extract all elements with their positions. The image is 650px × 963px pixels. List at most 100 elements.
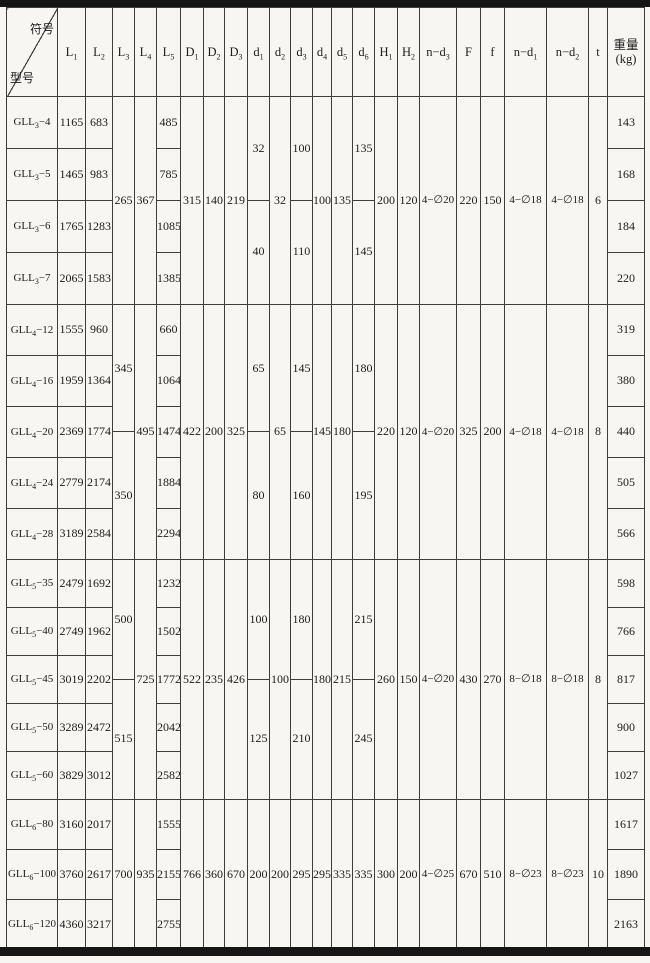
column-header-f: f — [480, 7, 505, 97]
split-divider-line — [113, 678, 134, 680]
split-top-value: 500 — [114, 611, 133, 626]
cell-D3: 426 — [224, 559, 248, 800]
cell-L2: 3012 — [85, 751, 113, 800]
cell-L5: 485 — [156, 96, 181, 149]
cell-L4: 367 — [134, 96, 157, 305]
split-bottom-value: 515 — [114, 731, 133, 746]
cell-L3-split: 345 350 — [112, 304, 135, 560]
cell-L5: 2755 — [156, 899, 181, 950]
cell-L4: 725 — [134, 559, 157, 800]
cell-L1: 1765 — [57, 200, 86, 253]
cell-f: 200 — [480, 304, 505, 560]
cell-L2: 1283 — [85, 200, 113, 253]
cell-model: GLL6−80 — [6, 799, 58, 850]
cell-f: 510 — [480, 799, 505, 950]
split-top-value: 180 — [354, 360, 373, 375]
cell-model: GLL3−5 — [6, 148, 58, 201]
cell-H1: 260 — [374, 559, 398, 800]
column-header-L4: L4 — [134, 7, 157, 97]
cell-f: 270 — [480, 559, 505, 800]
cell-L2: 683 — [85, 96, 113, 149]
column-header-d1: d1 — [247, 7, 270, 97]
table-row: GLL4−24 2779 2174 1884 505 — [6, 457, 645, 509]
cell-L2: 960 — [85, 304, 113, 356]
cell-weight: 143 — [607, 96, 645, 149]
cell-weight: 900 — [607, 703, 645, 752]
cell-weight: 1890 — [607, 849, 645, 900]
cell-D3: 670 — [224, 799, 248, 950]
cell-D1: 422 — [180, 304, 204, 560]
cell-L4: 935 — [134, 799, 157, 950]
cell-d3-split: 100 110 — [290, 96, 313, 305]
cell-D3: 219 — [224, 96, 248, 305]
column-header-D1: D1 — [180, 7, 204, 97]
split-divider-line — [248, 678, 269, 680]
cell-L1: 3289 — [57, 703, 86, 752]
cell-model: GLL4−12 — [6, 304, 58, 356]
cell-nd2: 8−∅23 — [546, 799, 589, 950]
column-header-d4: d4 — [312, 7, 332, 97]
cell-weight: 440 — [607, 406, 645, 458]
cell-weight: 1027 — [607, 751, 645, 800]
cell-L3: 700 — [112, 799, 135, 950]
cell-model: GLL6−100 — [6, 849, 58, 900]
cell-d4: 145 — [312, 304, 332, 560]
cell-d3-split: 180 210 — [290, 559, 313, 800]
cell-L2: 1774 — [85, 406, 113, 458]
cell-d5: 135 — [331, 96, 353, 305]
header-row: 符号 型号 L1 L2 L3 L4 L5 D1 D2 D3 d1 d2 d3 d4 d5 d6 H1 H2 n−… — [6, 7, 645, 97]
cell-L2: 983 — [85, 148, 113, 201]
cell-D2: 360 — [203, 799, 225, 950]
cell-H1: 220 — [374, 304, 398, 560]
cell-model: GLL5−35 — [6, 559, 58, 608]
table-row: GLL6−100 3760 2617 2155 1890 — [6, 849, 645, 900]
cell-L1: 1165 — [57, 96, 86, 149]
cell-D1: 766 — [180, 799, 204, 950]
spec-table: 符号 型号 L1 L2 L3 L4 L5 D1 D2 D3 d1 d2 d3 d4 d5 d6 H1 H2 n−… — [6, 7, 645, 950]
cell-L1: 2369 — [57, 406, 86, 458]
split-bottom-value: 40 — [252, 244, 265, 259]
column-header-weight: 重量 (kg) — [607, 7, 645, 97]
split-top-value: 32 — [252, 140, 265, 155]
column-header-nd3: n−d3 — [419, 7, 457, 97]
split-divider-line — [113, 431, 134, 433]
split-top-value: 180 — [292, 611, 311, 626]
cell-H1: 300 — [374, 799, 398, 950]
cell-D2: 140 — [203, 96, 225, 305]
cell-t: 8 — [588, 559, 608, 800]
cell-L5: 1064 — [156, 355, 181, 407]
cell-d1-split: 32 40 — [247, 96, 270, 305]
cell-L2: 2017 — [85, 799, 113, 850]
split-bottom-value: 210 — [292, 731, 311, 746]
cell-L5: 2155 — [156, 849, 181, 900]
column-header-L2: L2 — [85, 7, 113, 97]
cell-d4: 295 — [312, 799, 332, 950]
column-header-H2: H2 — [397, 7, 420, 97]
split-divider-line — [291, 199, 312, 201]
cell-d6: 335 — [352, 799, 375, 950]
table-row: GLL4−12 1555 960 345 350 495 660 422 200 325 65 80 6… — [6, 304, 645, 560]
cell-L1: 3760 — [57, 849, 86, 900]
cell-weight: 184 — [607, 200, 645, 253]
cell-L2: 2584 — [85, 508, 113, 560]
table-row: GLL6−80 3160 2017 700 935 1555 766 360 670 200 200… — [6, 799, 645, 950]
cell-d1-split: 65 80 — [247, 304, 270, 560]
cell-weight: 598 — [607, 559, 645, 608]
table-row: GLL3−5 1465 983 785 168 — [6, 148, 645, 201]
bottom-border-bar — [0, 947, 650, 956]
cell-L1: 3189 — [57, 508, 86, 560]
table-row: GLL6−120 4360 3217 2755 2163 — [6, 899, 645, 950]
cell-d4: 100 — [312, 96, 332, 305]
split-bottom-value: 125 — [249, 731, 268, 746]
cell-model: GLL5−50 — [6, 703, 58, 752]
table-row: GLL5−45 3019 2202 1772 817 — [6, 655, 645, 704]
cell-t: 8 — [588, 304, 608, 560]
cell-L5: 1474 — [156, 406, 181, 458]
cell-weight: 380 — [607, 355, 645, 407]
cell-nd1: 4−∅18 — [504, 304, 547, 560]
table-row: GLL4−20 2369 1774 1474 440 — [6, 406, 645, 458]
cell-H2: 120 — [397, 304, 420, 560]
cell-D2: 200 — [203, 304, 225, 560]
split-divider-line — [248, 431, 269, 433]
cell-model: GLL5−40 — [6, 607, 58, 656]
